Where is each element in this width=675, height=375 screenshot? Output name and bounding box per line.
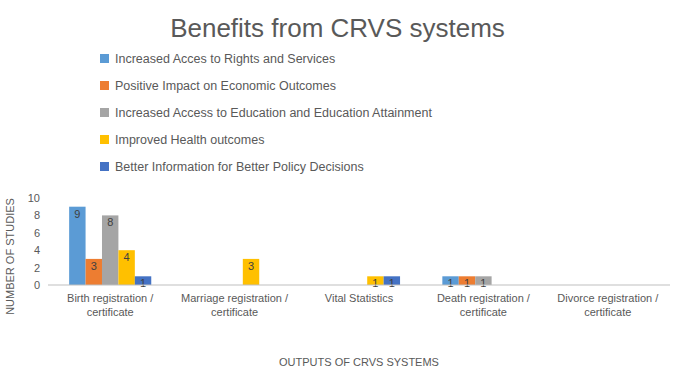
data-label: 1 bbox=[464, 277, 470, 289]
legend-label: Positive Impact on Economic Outcomes bbox=[115, 79, 336, 93]
legend-swatch bbox=[100, 81, 109, 90]
legend-label: Increased Access to Education and Educat… bbox=[115, 106, 432, 120]
data-label: 4 bbox=[124, 251, 130, 263]
chart: Benefits from CRVS systems Increased Acce… bbox=[0, 0, 675, 375]
legend-label: Increased Acces to Rights and Services bbox=[115, 52, 335, 66]
legend: Increased Acces to Rights and Services Po… bbox=[100, 52, 432, 174]
data-label: 1 bbox=[372, 277, 378, 289]
y-tick-label: 6 bbox=[34, 227, 40, 239]
legend-swatch bbox=[100, 135, 109, 144]
x-tick-label: Death registration / certificate bbox=[437, 292, 531, 318]
y-tick-label: 8 bbox=[34, 209, 40, 221]
x-tick-label-line: Death registration / bbox=[437, 292, 531, 304]
x-tick-label: Vital Statistics bbox=[325, 292, 394, 304]
x-tick-label-line: Marriage registration / bbox=[181, 292, 289, 304]
data-label: 9 bbox=[74, 208, 80, 220]
data-label: 1 bbox=[447, 277, 453, 289]
legend-label: Improved Health outcomes bbox=[115, 133, 264, 147]
bars bbox=[69, 207, 491, 285]
data-label: 8 bbox=[107, 216, 113, 228]
data-label: 3 bbox=[248, 260, 254, 272]
legend-swatch bbox=[100, 108, 109, 117]
data-label: 3 bbox=[91, 260, 97, 272]
x-tick-label-line: Birth registration / bbox=[67, 292, 154, 304]
y-tick-label: 0 bbox=[34, 279, 40, 291]
x-tick-label-line: certificate bbox=[87, 306, 134, 318]
bar bbox=[69, 207, 85, 285]
x-axis-title: OUTPUTS OF CRVS SYSTEMS bbox=[279, 356, 439, 368]
x-tick-label-line: certificate bbox=[584, 306, 631, 318]
x-tick-label: Marriage registration / certificate bbox=[181, 292, 289, 318]
data-label: 1 bbox=[140, 277, 146, 289]
x-axis bbox=[48, 285, 670, 286]
data-labels: 91318143111 bbox=[74, 208, 486, 290]
legend-label: Better Information for Better Policy Dec… bbox=[115, 160, 364, 174]
x-tick-label-line: Vital Statistics bbox=[325, 292, 394, 304]
bar bbox=[86, 259, 102, 285]
data-label: 1 bbox=[480, 277, 486, 289]
bar bbox=[118, 250, 134, 285]
y-tick-label: 2 bbox=[34, 262, 40, 274]
title: Benefits from CRVS systems bbox=[170, 13, 505, 43]
legend-swatch bbox=[100, 162, 109, 171]
y-tick-label: 10 bbox=[28, 192, 40, 204]
bar bbox=[102, 215, 118, 285]
y-tick-label: 4 bbox=[34, 244, 40, 256]
x-tick-label-line: certificate bbox=[460, 306, 507, 318]
x-tick-label-line: certificate bbox=[211, 306, 258, 318]
x-tick-label: Divorce registration / certificate bbox=[557, 292, 659, 318]
x-tick-label-line: Divorce registration / bbox=[557, 292, 659, 304]
data-label: 1 bbox=[389, 277, 395, 289]
y-axis-title: NUMBER OF STUDIES bbox=[4, 198, 16, 315]
x-tick-label: Birth registration / certificate bbox=[67, 292, 154, 318]
bar bbox=[243, 259, 259, 285]
legend-swatch bbox=[100, 54, 109, 63]
